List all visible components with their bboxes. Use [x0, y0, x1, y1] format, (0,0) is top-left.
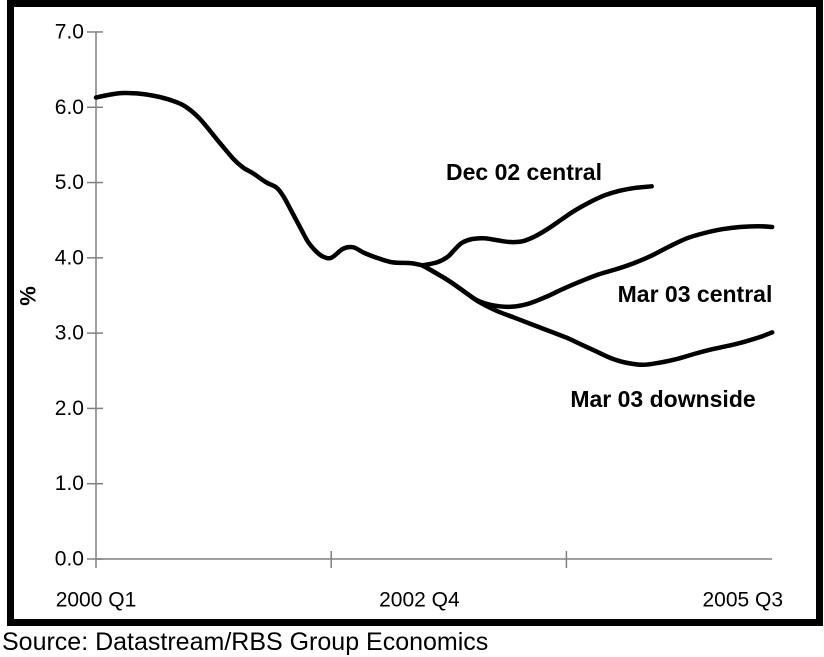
series-mar-03-downside — [420, 263, 775, 368]
y-tick-label: 7.0 — [55, 20, 84, 43]
series-history — [93, 90, 425, 268]
y-tick-label: 1.0 — [55, 472, 84, 495]
y-tick-label: 0.0 — [55, 548, 84, 571]
y-tick-label: 4.0 — [55, 246, 84, 269]
series-dec-02-central — [420, 184, 654, 268]
source-caption: Source: Datastream/RBS Group Economics — [2, 628, 489, 656]
y-axis-title: % — [16, 286, 41, 306]
y-tick-label: 5.0 — [55, 171, 84, 194]
y-tick-label: 6.0 — [55, 96, 84, 119]
x-tick-label: 2002 Q4 — [379, 589, 460, 612]
chart-frame — [7, 0, 823, 626]
x-tick-label: 2005 Q3 — [703, 589, 784, 612]
y-tick-label: 2.0 — [55, 397, 84, 420]
series-label: Dec 02 central — [446, 159, 602, 185]
x-tick-label: 2000 Q1 — [56, 589, 137, 612]
y-tick-label: 3.0 — [55, 322, 84, 345]
plot-area: 7.0 6.0 5.0 4.0 3.0 2.0 1.0 0.0 2000 Q1 2002 Q4 20… — [7, 0, 823, 626]
series-label: Mar 03 central — [618, 281, 773, 307]
series-label: Mar 03 downside — [570, 386, 755, 412]
